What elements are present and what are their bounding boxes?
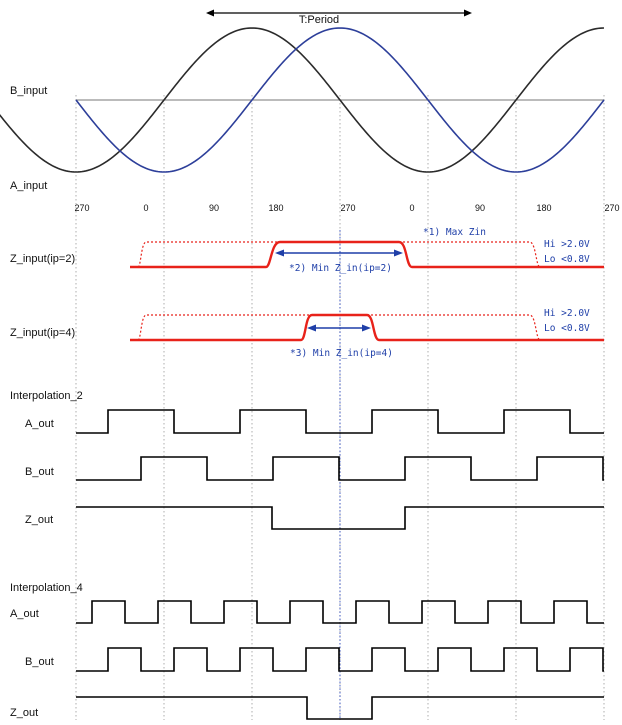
a-input-label: A_input xyxy=(10,180,47,192)
interpolation-4-b-out-label: B_out xyxy=(25,656,54,668)
interpolation-2-z-out-wave xyxy=(76,506,604,530)
min-zin-ip4-pulse xyxy=(130,313,604,342)
phase-tick-label: 90 xyxy=(209,203,219,213)
interpolation-2-a-out-label: A_out xyxy=(25,418,54,430)
phase-tick-label: 180 xyxy=(536,203,551,213)
period-label: T:Period xyxy=(299,14,339,26)
interpolation-4-z-out-wave xyxy=(76,696,604,720)
interpolation-2-title: Interpolation_2 xyxy=(10,390,83,402)
min-zin-ip2-note: *2) Min Z_in(ip=2) xyxy=(289,263,392,274)
min-zin-ip4-note: *3) Min Z_in(ip=4) xyxy=(290,348,393,359)
hi-level-ip4: Hi >2.0V xyxy=(544,308,590,319)
z-input-ip2-section: Z_input(ip=2) *1) Max Zin *2) Min Z_in(i… xyxy=(10,227,604,274)
phase-tick-label: 270 xyxy=(74,203,89,213)
phase-tick-label: 270 xyxy=(604,203,619,213)
max-zin-note: *1) Max Zin xyxy=(423,227,486,238)
phase-tick-label: 90 xyxy=(475,203,485,213)
period-annotation: T:Period xyxy=(206,9,472,26)
interpolation-4-title: Interpolation_4 xyxy=(10,582,83,594)
period-arrow-right-head xyxy=(464,9,472,17)
lo-level-ip2: Lo <0.8V xyxy=(544,254,590,265)
interpolation-4-b-out-wave xyxy=(76,647,604,672)
b-input-label: B_input xyxy=(10,85,47,97)
interpolation-4-a-out-wave xyxy=(76,600,604,624)
interpolation-4-section: Interpolation_4 A_out B_out Z_out xyxy=(10,582,604,720)
lo-level-ip4: Lo <0.8V xyxy=(544,323,590,334)
phase-tick-label: 0 xyxy=(143,203,148,213)
z-input-ip2-label: Z_input(ip=2) xyxy=(10,253,75,265)
z-input-ip4-label: Z_input(ip=4) xyxy=(10,327,75,339)
min-zin-ip2-pulse xyxy=(130,240,604,269)
b-input-wave xyxy=(75,27,605,173)
interpolation-2-z-out-label: Z_out xyxy=(25,514,53,526)
interpolation-2-section: Interpolation_2 A_out B_out Z_out xyxy=(10,390,604,530)
analog-inputs: B_input A_input xyxy=(0,27,605,192)
interpolation-4-a-out-label: A_out xyxy=(10,608,39,620)
interpolation-2-b-out-wave xyxy=(76,456,604,481)
min-zin-ip4-arrow-right xyxy=(362,324,371,332)
z-input-ip4-section: Z_input(ip=4) *3) Min Z_in(ip=4) Hi >2.0… xyxy=(10,308,604,359)
interpolation-2-b-out-label: B_out xyxy=(25,466,54,478)
interpolation-2-a-out-wave xyxy=(76,409,604,434)
hi-level-ip2: Hi >2.0V xyxy=(544,239,590,250)
phase-tick-label: 180 xyxy=(268,203,283,213)
period-arrow-left-head xyxy=(206,9,214,17)
min-zin-ip2-arrow-left xyxy=(275,249,284,257)
min-zin-ip2-arrow-right xyxy=(394,249,403,257)
min-zin-ip4-arrow-left xyxy=(307,324,316,332)
phase-tick-label: 270 xyxy=(340,203,355,213)
phase-tick-labels: 270 0 90 180 270 0 90 180 270 xyxy=(74,203,619,213)
phase-tick-label: 0 xyxy=(409,203,414,213)
interpolation-4-z-out-label: Z_out xyxy=(10,707,38,719)
phase-guide-lines xyxy=(75,95,605,720)
